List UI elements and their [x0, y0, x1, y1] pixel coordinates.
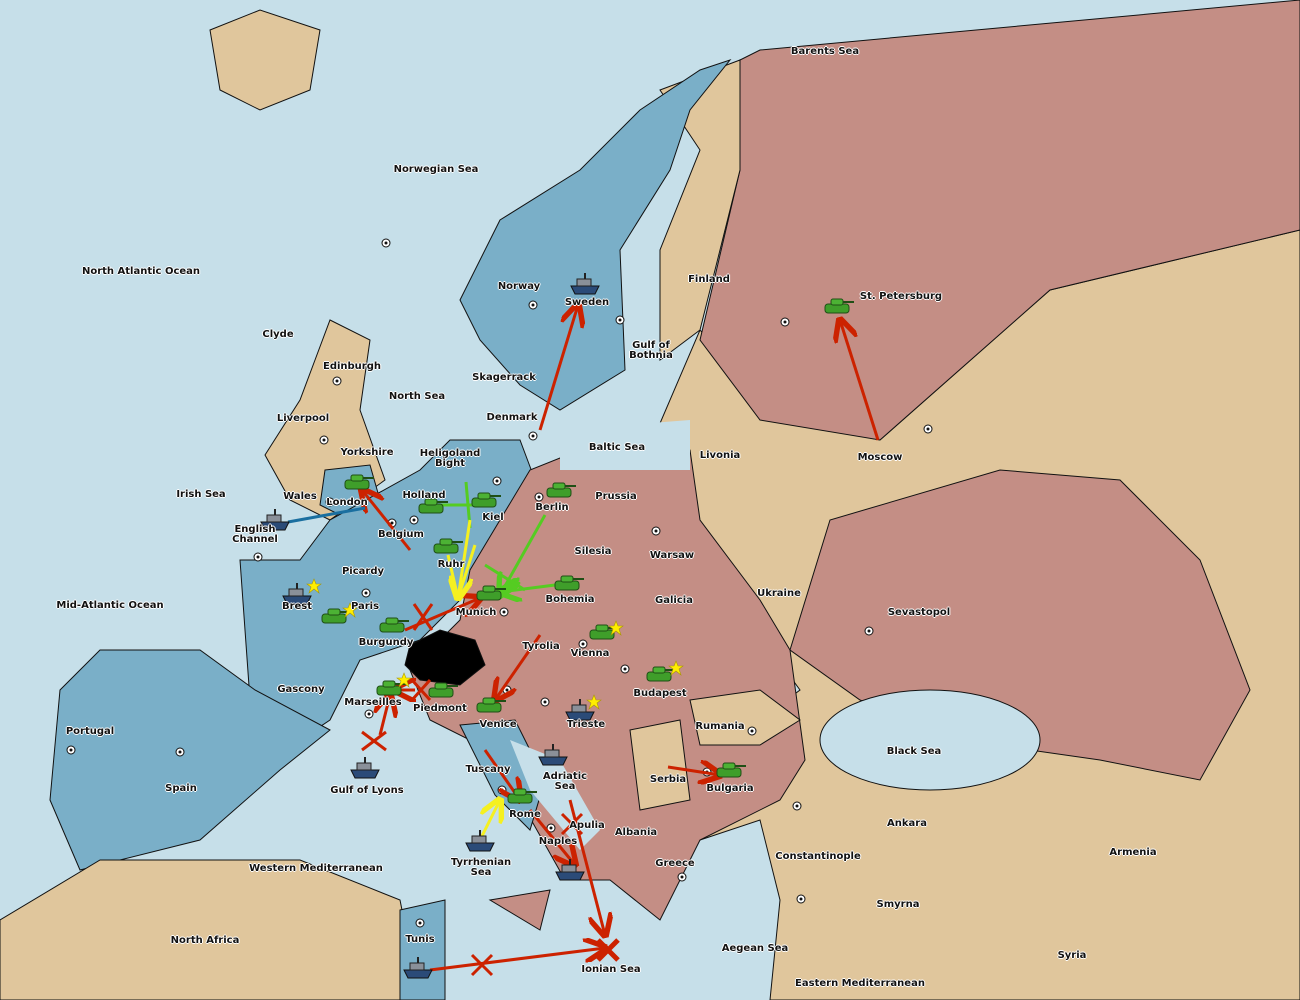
label-eastern-med: Eastern Mediterranean [795, 978, 925, 989]
black-sea [819, 689, 1041, 791]
label-galicia: Galicia [655, 595, 693, 606]
adriatic-water [510, 740, 600, 850]
label-ankara: Ankara [887, 818, 927, 829]
tunis [399, 899, 446, 1000]
label-prussia: Prussia [595, 491, 637, 502]
label-budapest: Budapest [633, 688, 687, 699]
label-silesia: Silesia [574, 546, 612, 557]
label-st-petersburg: St. Petersburg [859, 291, 943, 302]
label-brest: Brest [281, 601, 313, 612]
label-gascony: Gascony [277, 684, 325, 695]
rumania [689, 689, 801, 746]
label-aegean: Aegean Sea [721, 943, 789, 954]
label-moscow: Moscow [857, 452, 903, 463]
label-bohemia: Bohemia [545, 594, 595, 605]
iceland [209, 9, 321, 111]
label-baltic-sea: Baltic Sea [588, 442, 646, 453]
label-kiel: Kiel [482, 512, 504, 523]
label-clyde: Clyde [262, 329, 294, 340]
label-warsaw: Warsaw [649, 550, 695, 561]
support-blue-order [287, 506, 366, 524]
label-rome: Rome [509, 809, 541, 820]
label-ionian: Ionian Sea [581, 964, 641, 975]
label-tyrrhenian: Tyrrhenian Sea [450, 857, 512, 878]
switzerland [404, 629, 486, 686]
label-north-sea: North Sea [388, 391, 446, 402]
label-north-atlantic: North Atlantic Ocean [81, 266, 201, 277]
label-finland: Finland [688, 274, 730, 285]
label-norway: Norway [497, 281, 541, 292]
label-belgium: Belgium [378, 529, 424, 540]
label-gulf-lyons: Gulf of Lyons [330, 785, 404, 796]
label-sevastopol: Sevastopol [887, 607, 951, 618]
label-paris: Paris [350, 601, 380, 612]
label-norwegian-sea: Norwegian Sea [393, 164, 479, 175]
label-edinburgh: Edinburgh [322, 361, 382, 372]
fleet-tyrrhenian [465, 829, 495, 852]
label-livonia: Livonia [699, 450, 741, 461]
label-ruhr: Ruhr [437, 559, 465, 570]
label-portugal: Portugal [65, 726, 115, 737]
label-smyrna: Smyrna [876, 899, 920, 910]
label-vienna: Vienna [570, 648, 610, 659]
label-north-africa: North Africa [170, 935, 240, 946]
orders-yellow [446, 519, 500, 841]
label-picardy: Picardy [341, 566, 385, 577]
label-rumania: Rumania [695, 721, 745, 732]
label-bulgaria: Bulgaria [706, 783, 754, 794]
label-denmark: Denmark [486, 412, 538, 423]
label-serbia: Serbia [649, 774, 687, 785]
scandinavia [459, 58, 732, 411]
label-armenia: Armenia [1109, 847, 1157, 858]
label-naples: Naples [538, 836, 578, 847]
label-liverpool: Liverpool [276, 413, 330, 424]
label-trieste: Trieste [566, 719, 606, 730]
label-syria: Syria [1057, 950, 1087, 961]
label-tuscany: Tuscany [465, 764, 511, 775]
label-burgundy: Burgundy [358, 637, 414, 648]
label-munich: Munich [455, 607, 497, 618]
label-apulia: Apulia [569, 820, 605, 831]
label-mid-atlantic: Mid-Atlantic Ocean [56, 600, 164, 611]
label-english-channel: English Channel [232, 524, 278, 545]
label-piedmont: Piedmont [413, 703, 467, 714]
baltic-water [560, 420, 690, 470]
label-constantinople: Constantinople [775, 851, 861, 862]
label-wales: Wales [283, 491, 317, 502]
label-marseilles: Marseilles [344, 697, 402, 708]
label-skagerrack: Skagerrack [472, 372, 536, 383]
north-africa [0, 859, 421, 1000]
label-irish-sea: Irish Sea [176, 489, 226, 500]
sicily [488, 889, 551, 931]
label-tunis: Tunis [405, 934, 435, 945]
label-ukraine: Ukraine [757, 588, 801, 599]
label-adriatic: Adriatic Sea [542, 771, 588, 792]
label-berlin: Berlin [535, 502, 569, 513]
fleet-gulf-lyons [350, 756, 380, 779]
label-heligoland: Heligoland Bight [419, 448, 481, 469]
label-black-sea: Black Sea [886, 746, 942, 757]
finland [659, 59, 741, 361]
label-albania: Albania [614, 827, 658, 838]
label-yorkshire: Yorkshire [340, 447, 394, 458]
label-tyrolia: Tyrolia [522, 641, 560, 652]
label-sweden: Sweden [564, 297, 610, 308]
label-spain: Spain [165, 783, 197, 794]
label-greece: Greece [655, 858, 695, 869]
label-western-med: Western Mediterranean [249, 863, 383, 874]
label-gulf-bothnia: Gulf of Bothnia [629, 340, 673, 361]
label-barents-sea: Barents Sea [790, 46, 860, 57]
balkan-neutral [629, 719, 691, 811]
label-london: London [326, 497, 368, 508]
label-venice: Venice [479, 719, 517, 730]
label-holland: Holland [402, 490, 446, 501]
